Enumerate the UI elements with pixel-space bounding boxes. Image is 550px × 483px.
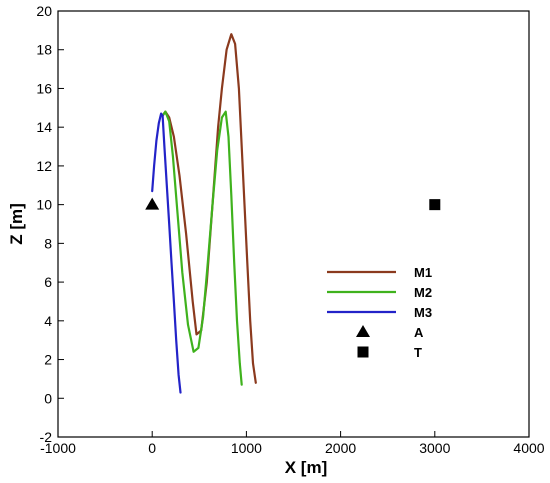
marker-a: [145, 197, 160, 210]
y-tick-label: 0: [44, 390, 52, 406]
series-line-m1: [161, 33, 257, 384]
x-axis-title: X [m]: [285, 458, 328, 477]
legend: M1 M2 M3 AT: [327, 265, 432, 360]
y-axis-title: Z [m]: [7, 203, 26, 245]
y-tick-label: 2: [44, 352, 52, 368]
x-tick-label: 1000: [231, 440, 262, 456]
y-tick-label: 18: [36, 42, 52, 58]
x-tick-label: 2000: [325, 440, 356, 456]
x-axis-ticks: -1000 0 1000 2000 3000 4000: [40, 431, 545, 456]
series-line-m3: [151, 112, 182, 394]
x-tick-label: -1000: [40, 440, 76, 456]
x-tick-label: 4000: [513, 440, 544, 456]
plot-frame: [57, 10, 530, 438]
y-tick-label: 10: [36, 197, 52, 213]
y-tick-label: 14: [36, 119, 52, 135]
y-tick-label: 16: [36, 80, 52, 96]
legend-marker-t: [357, 346, 369, 358]
legend-label-a: A: [414, 325, 424, 340]
series-layer: [151, 33, 257, 394]
y-tick-label: -2: [40, 429, 53, 445]
legend-label-m3: M3: [414, 305, 432, 320]
y-tick-label: 12: [36, 158, 52, 174]
legend-label-m2: M2: [414, 285, 432, 300]
legend-marker-a: [356, 325, 370, 337]
y-tick-label: 6: [44, 274, 52, 290]
legend-label-m1: M1: [414, 265, 432, 280]
y-tick-label: 8: [44, 235, 52, 251]
y-tick-label: 20: [36, 3, 52, 19]
x-tick-label: 0: [148, 440, 156, 456]
marker-t: [429, 199, 441, 211]
marker-layer: [145, 197, 441, 211]
series-line-m2: [161, 110, 243, 386]
legend-label-t: T: [414, 345, 422, 360]
y-tick-label: 4: [44, 313, 52, 329]
y-axis-ticks: -2 0 2 4 6 8 10 12 14 16 18 20: [36, 3, 64, 445]
x-tick-label: 3000: [419, 440, 450, 456]
